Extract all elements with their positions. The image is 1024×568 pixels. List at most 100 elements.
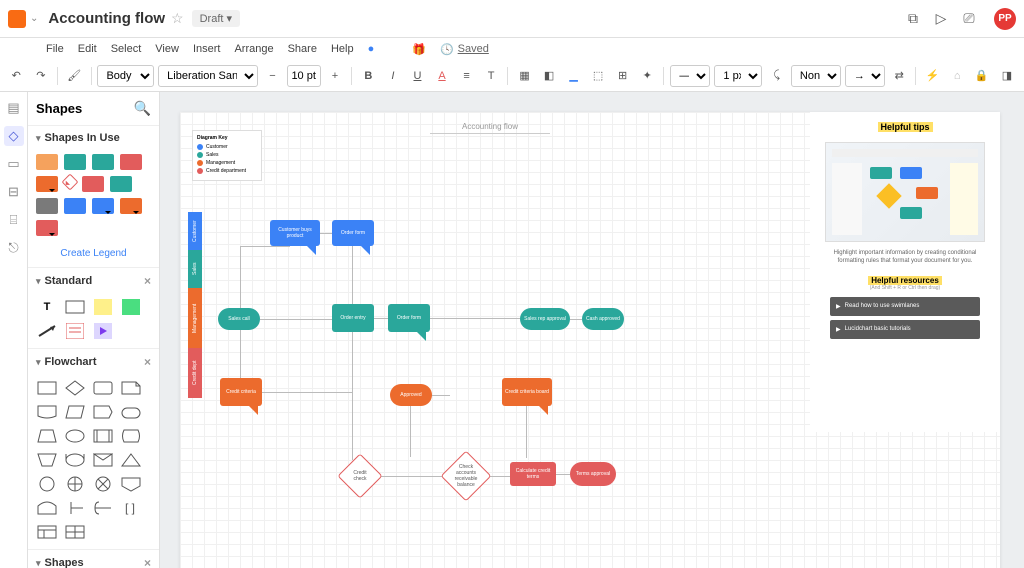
flowchart-shape[interactable] bbox=[64, 475, 86, 493]
underline-button[interactable]: U bbox=[407, 65, 428, 87]
menu-edit[interactable]: Edit bbox=[78, 43, 97, 55]
flowchart-shape[interactable] bbox=[120, 427, 142, 445]
paint-format-button[interactable]: 🖌 bbox=[64, 65, 85, 87]
bolt-icon[interactable]: ⚡ bbox=[922, 65, 943, 87]
shape-swatch[interactable] bbox=[36, 220, 58, 236]
canvas[interactable]: Accounting flow Diagram Key CustomerSale… bbox=[180, 112, 1000, 568]
align-button[interactable]: ≡ bbox=[456, 65, 477, 87]
connector[interactable] bbox=[352, 246, 353, 304]
home-icon[interactable]: ⌂ bbox=[947, 65, 968, 87]
resource-button-2[interactable]: ▶Lucidchart basic tutorials bbox=[830, 320, 980, 339]
flowchart-node[interactable]: Sales call bbox=[218, 308, 260, 330]
flowchart-shape[interactable] bbox=[64, 427, 86, 445]
swimlane-label[interactable]: Sales bbox=[188, 250, 202, 288]
flowchart-node[interactable]: Credit criteria bbox=[220, 378, 262, 406]
resource-button-1[interactable]: ▶Read how to use swimlanes bbox=[830, 297, 980, 316]
flowchart-shape[interactable] bbox=[120, 475, 142, 493]
rail-layers-icon[interactable]: ▤ bbox=[4, 98, 24, 118]
diagram-legend[interactable]: Diagram Key CustomerSalesManagementCredi… bbox=[192, 130, 262, 181]
block-shape[interactable] bbox=[120, 298, 142, 316]
connector[interactable] bbox=[240, 246, 290, 247]
rail-export-icon[interactable]: ⎋ bbox=[4, 238, 24, 258]
flowchart-shape[interactable] bbox=[36, 451, 58, 469]
shape-swatch[interactable] bbox=[36, 154, 58, 170]
play-icon[interactable]: ▷ bbox=[932, 10, 950, 28]
list-shape[interactable] bbox=[64, 322, 86, 340]
flowchart-node[interactable]: Order entry bbox=[332, 304, 374, 332]
lock2-icon[interactable]: 🔒 bbox=[971, 65, 992, 87]
shape-swatch[interactable] bbox=[36, 176, 58, 192]
flowchart-shape[interactable] bbox=[36, 403, 58, 421]
shape-swatch[interactable] bbox=[62, 174, 79, 191]
flowchart-node[interactable]: Order form bbox=[332, 220, 374, 246]
flowchart-node[interactable]: Order form bbox=[388, 304, 430, 332]
connector-button[interactable]: ⇄ bbox=[889, 65, 910, 87]
fill-button[interactable]: ▦ bbox=[514, 65, 535, 87]
line-style-select[interactable]: — bbox=[670, 65, 710, 87]
magic-button[interactable]: ✦ bbox=[637, 65, 658, 87]
rail-page-icon[interactable]: ▭ bbox=[4, 154, 24, 174]
shape-swatch[interactable] bbox=[92, 198, 114, 214]
rail-container-icon[interactable]: ⊟ bbox=[4, 182, 24, 202]
shape-swatch[interactable] bbox=[64, 154, 86, 170]
flowchart-node[interactable]: Sales rep approval bbox=[520, 308, 570, 330]
text-color-button[interactable]: A bbox=[432, 65, 453, 87]
italic-button[interactable]: I bbox=[383, 65, 404, 87]
section-in-use[interactable]: ▾Shapes In Use bbox=[28, 126, 159, 150]
swimlane-label[interactable]: Customer bbox=[188, 212, 202, 250]
style-select[interactable]: Body bbox=[97, 65, 154, 87]
connector[interactable] bbox=[240, 330, 241, 378]
redo-button[interactable]: ↷ bbox=[31, 65, 52, 87]
menu-arrange[interactable]: Arrange bbox=[234, 43, 273, 55]
gift-icon[interactable]: 🎁 bbox=[412, 43, 426, 56]
flowchart-shape[interactable] bbox=[64, 451, 86, 469]
flowchart-shape[interactable] bbox=[92, 499, 114, 517]
menu-help[interactable]: Help bbox=[331, 43, 354, 55]
connector[interactable] bbox=[374, 318, 388, 319]
connector[interactable] bbox=[376, 476, 448, 477]
canvas-viewport[interactable]: Accounting flow Diagram Key CustomerSale… bbox=[160, 92, 1024, 568]
flowchart-node[interactable]: Cash approved bbox=[582, 308, 624, 330]
shape-swatch[interactable] bbox=[120, 154, 142, 170]
flowchart-shape[interactable] bbox=[64, 499, 86, 517]
flowchart-shape[interactable] bbox=[120, 403, 142, 421]
flowchart-shape[interactable] bbox=[120, 451, 142, 469]
lock-button[interactable]: ⊞ bbox=[612, 65, 633, 87]
connector[interactable] bbox=[260, 319, 332, 320]
swimlane-label[interactable]: Management bbox=[188, 288, 202, 348]
help-icon[interactable]: ● bbox=[368, 43, 375, 55]
flowchart-shape[interactable] bbox=[36, 475, 58, 493]
flowchart-shape[interactable] bbox=[92, 427, 114, 445]
search-icon[interactable]: 🔍 bbox=[134, 100, 151, 117]
flowchart-node[interactable]: Calculate credit terms bbox=[510, 462, 556, 486]
menu-insert[interactable]: Insert bbox=[193, 43, 221, 55]
shape-swatch[interactable] bbox=[92, 154, 114, 170]
flowchart-node[interactable]: Check accounts receivable balance bbox=[441, 451, 492, 502]
draft-status[interactable]: Draft ▾ bbox=[192, 10, 240, 27]
shape-swatch[interactable] bbox=[36, 198, 58, 214]
bold-button[interactable]: B bbox=[358, 65, 379, 87]
menu-select[interactable]: Select bbox=[111, 43, 142, 55]
video-icon[interactable]: ⎚ bbox=[960, 10, 978, 28]
connector[interactable] bbox=[430, 318, 520, 319]
flowchart-node[interactable]: Terms approval bbox=[570, 462, 616, 486]
flowchart-node[interactable]: Customer buys product bbox=[270, 220, 320, 246]
undo-button[interactable]: ↶ bbox=[6, 65, 27, 87]
create-legend-link[interactable]: Create Legend bbox=[28, 244, 159, 267]
connector[interactable] bbox=[526, 406, 527, 458]
flowchart-node[interactable]: Credit criteria board bbox=[502, 378, 552, 406]
connector[interactable] bbox=[240, 246, 241, 308]
connector[interactable] bbox=[570, 319, 582, 320]
flowchart-shape[interactable] bbox=[36, 427, 58, 445]
rail-data-icon[interactable]: ⌸ bbox=[4, 210, 24, 230]
font-select[interactable]: Liberation Sans bbox=[158, 65, 258, 87]
arrow-shape[interactable] bbox=[36, 322, 58, 340]
highlight-button[interactable]: ▁ bbox=[563, 65, 584, 87]
star-icon[interactable]: ☆ bbox=[171, 10, 184, 27]
document-title[interactable]: Accounting flow bbox=[48, 10, 165, 27]
shape-swatch[interactable] bbox=[120, 198, 142, 214]
flowchart-shape[interactable] bbox=[92, 451, 114, 469]
app-logo[interactable] bbox=[8, 10, 26, 28]
flowchart-shape[interactable] bbox=[64, 523, 86, 541]
font-size-input[interactable] bbox=[287, 65, 321, 87]
